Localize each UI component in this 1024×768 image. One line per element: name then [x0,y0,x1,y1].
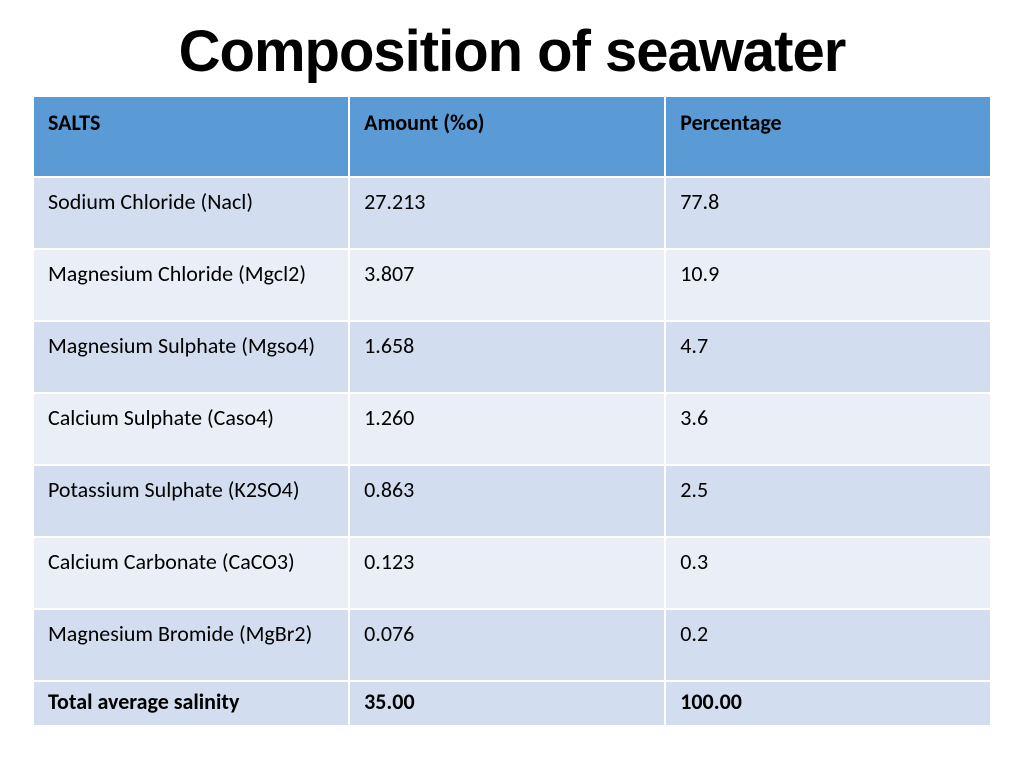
table-row: Sodium Chloride (Nacl) 27.213 77.8 [33,177,991,249]
cell-salt: Magnesium Sulphate (Mgso4) [33,321,349,393]
cell-pct: 77.8 [665,177,991,249]
cell-pct: 4.7 [665,321,991,393]
cell-total-amount: 35.00 [349,681,665,726]
cell-pct: 2.5 [665,465,991,537]
table-row: Magnesium Chloride (Mgcl2) 3.807 10.9 [33,249,991,321]
cell-amount: 1.658 [349,321,665,393]
table-total-row: Total average salinity 35.00 100.00 [33,681,991,726]
table-row: Magnesium Bromide (MgBr2) 0.076 0.2 [33,609,991,681]
cell-salt: Calcium Sulphate (Caso4) [33,393,349,465]
cell-salt: Magnesium Chloride (Mgcl2) [33,249,349,321]
cell-amount: 27.213 [349,177,665,249]
seawater-table: SALTS Amount (%o) Percentage Sodium Chlo… [32,95,992,727]
cell-pct: 10.9 [665,249,991,321]
cell-total-pct: 100.00 [665,681,991,726]
cell-total-label: Total average salinity [33,681,349,726]
cell-amount: 0.123 [349,537,665,609]
cell-pct: 3.6 [665,393,991,465]
cell-salt: Potassium Sulphate (K2SO4) [33,465,349,537]
page-title: Composition of seawater [0,0,1024,95]
table-row: Potassium Sulphate (K2SO4) 0.863 2.5 [33,465,991,537]
cell-amount: 1.260 [349,393,665,465]
table-row: Magnesium Sulphate (Mgso4) 1.658 4.7 [33,321,991,393]
cell-amount: 0.076 [349,609,665,681]
cell-salt: Sodium Chloride (Nacl) [33,177,349,249]
table-body: Sodium Chloride (Nacl) 27.213 77.8 Magne… [33,177,991,726]
cell-amount: 0.863 [349,465,665,537]
table-header-row: SALTS Amount (%o) Percentage [33,96,991,177]
cell-pct: 0.3 [665,537,991,609]
table-row: Calcium Carbonate (CaCO3) 0.123 0.3 [33,537,991,609]
header-amount: Amount (%o) [349,96,665,177]
cell-pct: 0.2 [665,609,991,681]
header-salts: SALTS [33,96,349,177]
cell-amount: 3.807 [349,249,665,321]
cell-salt: Magnesium Bromide (MgBr2) [33,609,349,681]
table-row: Calcium Sulphate (Caso4) 1.260 3.6 [33,393,991,465]
header-percentage: Percentage [665,96,991,177]
cell-salt: Calcium Carbonate (CaCO3) [33,537,349,609]
seawater-table-container: SALTS Amount (%o) Percentage Sodium Chlo… [32,95,992,727]
